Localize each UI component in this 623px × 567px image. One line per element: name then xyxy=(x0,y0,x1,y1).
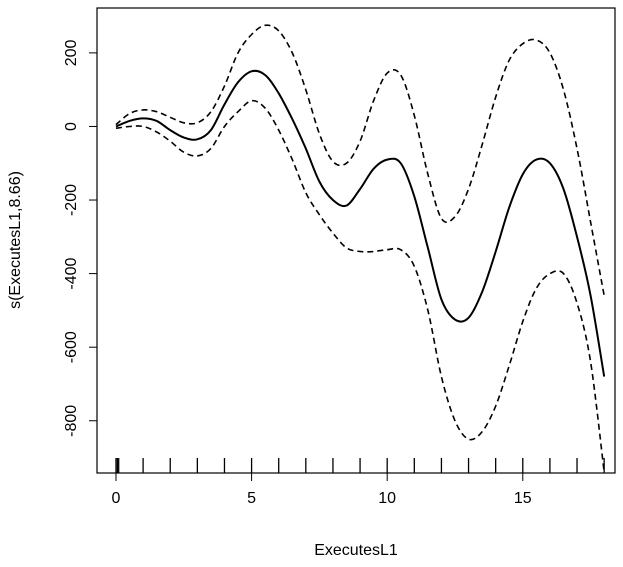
x-tick-label: 15 xyxy=(514,490,532,507)
y-tick-label: 200 xyxy=(63,39,80,66)
x-tick-label: 0 xyxy=(112,490,121,507)
curves-layer xyxy=(115,24,606,473)
y-axis-title: s(ExecutesL1,8.66) xyxy=(7,171,24,309)
x-tick-label: 10 xyxy=(378,490,396,507)
y-tick-label: 0 xyxy=(63,122,80,131)
fit-line xyxy=(115,69,606,377)
rug-layer xyxy=(115,458,605,473)
x-tick-label: 5 xyxy=(247,490,256,507)
y-axis: 200 0 -200 -400 -600 -800 xyxy=(63,39,98,437)
y-tick-label: -400 xyxy=(63,257,80,289)
x-axis-title: ExecutesL1 xyxy=(314,542,398,559)
y-tick-label: -600 xyxy=(63,331,80,363)
lower-band-line xyxy=(115,99,605,473)
upper-band-line xyxy=(115,24,605,296)
y-tick-label: -800 xyxy=(63,405,80,437)
x-axis: 0 5 10 15 xyxy=(112,472,532,507)
y-tick-label: -200 xyxy=(63,184,80,216)
